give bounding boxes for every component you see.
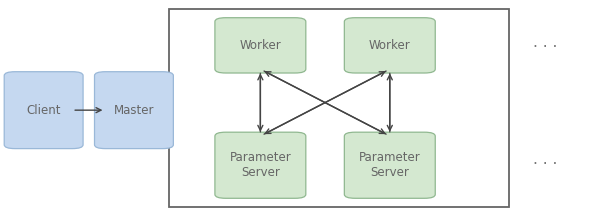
FancyBboxPatch shape [215,18,306,73]
FancyBboxPatch shape [95,72,173,149]
Text: · · ·: · · · [533,157,557,172]
Text: Worker: Worker [369,39,411,52]
Text: Parameter
Server: Parameter Server [359,151,421,179]
Text: Master: Master [114,104,154,117]
Bar [169,9,509,207]
FancyBboxPatch shape [215,132,306,198]
Text: Client: Client [26,104,61,117]
Text: Parameter
Server: Parameter Server [229,151,291,179]
FancyBboxPatch shape [344,18,435,73]
FancyBboxPatch shape [344,132,435,198]
Text: · · ·: · · · [533,40,557,55]
FancyBboxPatch shape [4,72,83,149]
Text: Worker: Worker [240,39,281,52]
